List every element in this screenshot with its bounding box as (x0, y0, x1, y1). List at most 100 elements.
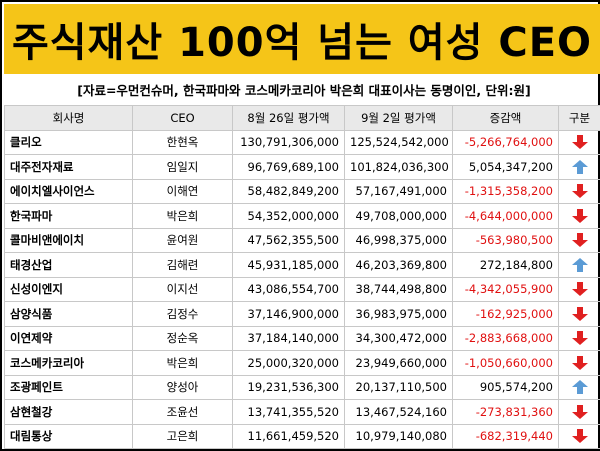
ceo-name: 한현옥 (132, 129, 233, 155)
ceo-name: 이지선 (132, 276, 233, 302)
value-sep2: 46,203,369,800 (344, 252, 453, 278)
value-change: -2,883,668,000 (452, 325, 559, 351)
company-name: 대주전자재료 (4, 154, 133, 180)
table-row: 에이치엘사이언스 이해연 58,482,849,200 57,167,491,000-… (4, 178, 600, 204)
ceo-stock-table: 회사명 CEO 8월 26일 평가액 9월 2일 평가액 증감액 구분 클리오 한… (4, 105, 600, 449)
source-note: [자료=우먼컨슈머, 한국파마와 코스메카코리아 박은희 대표이사는 동명이인,… (77, 82, 531, 98)
value-sep2: 10,979,140,080 (344, 423, 453, 449)
value-sep2: 34,300,472,000 (344, 325, 453, 351)
value-sep2: 46,998,375,000 (344, 227, 453, 253)
company-name: 삼현철강 (4, 399, 133, 425)
table-row: 이연제약 정순옥 37,184,140,000 34,300,472,000 -2,88… (4, 325, 600, 351)
value-aug26: 11,661,459,520 (232, 423, 345, 449)
ceo-name: 이해연 (132, 178, 233, 204)
value-aug26: 47,562,355,500 (232, 227, 345, 253)
table-header-row: 회사명 CEO 8월 26일 평가액 9월 2일 평가액 증감액 구분 (4, 105, 600, 131)
header-company: 회사명 (4, 105, 133, 131)
ceo-name: 박은희 (132, 203, 233, 229)
value-aug26: 25,000,320,000 (232, 350, 345, 376)
company-name: 클리오 (4, 129, 133, 155)
company-name: 대림통상 (4, 423, 133, 449)
arrow-down-icon (558, 423, 600, 449)
arrow-up-icon (558, 252, 600, 278)
ceo-name: 임일지 (132, 154, 233, 180)
value-change: -4,342,055,900 (452, 276, 559, 302)
value-sep2: 13,467,524,160 (344, 399, 453, 425)
table-row: 코스메카코리아 박은희 25,000,320,000 23,949,660,000 -1… (4, 350, 600, 376)
company-name: 태경산업 (4, 252, 133, 278)
value-aug26: 54,352,000,000 (232, 203, 345, 229)
value-change: -162,925,000 (452, 301, 559, 327)
ceo-name: 고은희 (132, 423, 233, 449)
value-sep2: 38,744,498,800 (344, 276, 453, 302)
value-aug26: 130,791,306,000 (232, 129, 345, 155)
value-aug26: 45,931,185,000 (232, 252, 345, 278)
value-aug26: 13,741,355,520 (232, 399, 345, 425)
arrow-up-icon (558, 154, 600, 180)
value-change: -5,266,764,000 (452, 129, 559, 155)
title-banner: 주식재산 100억 넘는 여성 CEO (4, 4, 600, 74)
arrow-down-icon (558, 129, 600, 155)
value-sep2: 49,708,000,000 (344, 203, 453, 229)
value-aug26: 37,146,900,000 (232, 301, 345, 327)
value-change: 5,054,347,200 (452, 154, 559, 180)
value-change: -273,831,360 (452, 399, 559, 425)
arrow-down-icon (558, 227, 600, 253)
arrow-down-icon (558, 301, 600, 327)
company-name: 한국파마 (4, 203, 133, 229)
arrow-down-icon (558, 203, 600, 229)
value-change: -563,980,500 (452, 227, 559, 253)
header-direction: 구분 (558, 105, 600, 131)
ceo-name: 양성아 (132, 374, 233, 400)
arrow-down-icon (558, 178, 600, 204)
value-sep2: 20,137,110,500 (344, 374, 453, 400)
value-sep2: 57,167,491,000 (344, 178, 453, 204)
value-aug26: 58,482,849,200 (232, 178, 345, 204)
table-row: 대림통상 고은희 11,661,459,520 10,979,140,080 -682,… (4, 423, 600, 449)
value-sep2: 101,824,036,300 (344, 154, 453, 180)
company-name: 삼양식품 (4, 301, 133, 327)
arrow-down-icon (558, 399, 600, 425)
header-sep2: 9월 2일 평가액 (344, 105, 453, 131)
value-change: -4,644,000,000 (452, 203, 559, 229)
header-change: 증감액 (452, 105, 559, 131)
value-change: -1,315,358,200 (452, 178, 559, 204)
company-name: 조광페인트 (4, 374, 133, 400)
ceo-name: 정순옥 (132, 325, 233, 351)
value-aug26: 96,769,689,100 (232, 154, 345, 180)
page-title: 주식재산 100억 넘는 여성 CEO (11, 20, 593, 66)
value-sep2: 125,524,542,000 (344, 129, 453, 155)
company-name: 이연제약 (4, 325, 133, 351)
value-change: 905,574,200 (452, 374, 559, 400)
value-sep2: 23,949,660,000 (344, 350, 453, 376)
arrow-down-icon (558, 276, 600, 302)
arrow-down-icon (558, 350, 600, 376)
company-name: 코스메카코리아 (4, 350, 133, 376)
ceo-name: 김정수 (132, 301, 233, 327)
value-change: -682,319,440 (452, 423, 559, 449)
ceo-name: 김해련 (132, 252, 233, 278)
table-body: 클리오 한현옥 130,791,306,000 125,524,542,000 -5,2… (4, 129, 600, 449)
value-aug26: 19,231,536,300 (232, 374, 345, 400)
value-sep2: 36,983,975,000 (344, 301, 453, 327)
ceo-name: 박은희 (132, 350, 233, 376)
company-name: 에이치엘사이언스 (4, 178, 133, 204)
header-aug26: 8월 26일 평가액 (232, 105, 345, 131)
value-change: 272,184,800 (452, 252, 559, 278)
table-row: 콜마비앤에이치 윤여원 47,562,355,500 46,998,375,000 -5… (4, 227, 600, 253)
table-row: 조광페인트 양성아 19,231,536,300 20,137,110,500 905,… (4, 374, 600, 400)
value-change: -1,050,660,000 (452, 350, 559, 376)
ceo-name: 조윤선 (132, 399, 233, 425)
table-row: 삼현철강 조윤선 13,741,355,520 13,467,524,160 -273,… (4, 399, 600, 425)
arrow-down-icon (558, 325, 600, 351)
table-row: 클리오 한현옥 130,791,306,000 125,524,542,000 -5,2… (4, 129, 600, 155)
header-ceo: CEO (132, 105, 233, 131)
value-aug26: 37,184,140,000 (232, 325, 345, 351)
table-row: 한국파마 박은희 54,352,000,000 49,708,000,000 -4,64… (4, 203, 600, 229)
company-name: 콜마비앤에이치 (4, 227, 133, 253)
value-aug26: 43,086,554,700 (232, 276, 345, 302)
table-row: 태경산업 김해련 45,931,185,000 46,203,369,800 272,1… (4, 252, 600, 278)
company-name: 신성이엔지 (4, 276, 133, 302)
table-row: 대주전자재료 임일지 96,769,689,100 101,824,036,300 5,… (4, 154, 600, 180)
